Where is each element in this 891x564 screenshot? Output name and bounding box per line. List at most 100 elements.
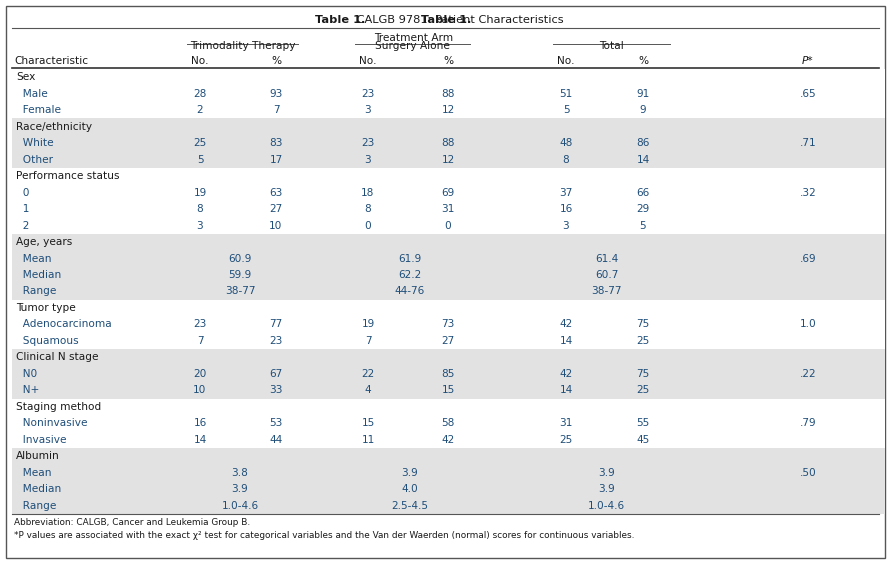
- Bar: [12, 349, 885, 365]
- Text: 88: 88: [441, 89, 454, 99]
- Text: Tumor type: Tumor type: [16, 303, 76, 313]
- Text: 12: 12: [441, 105, 454, 115]
- Text: 3: 3: [197, 221, 203, 231]
- Text: 7: 7: [364, 336, 372, 346]
- Text: Median: Median: [16, 270, 61, 280]
- Text: 25: 25: [193, 138, 207, 148]
- Text: Staging method: Staging method: [16, 402, 102, 412]
- Text: Abbreviation: CALGB, Cancer and Leukemia Group B.: Abbreviation: CALGB, Cancer and Leukemia…: [14, 518, 250, 527]
- Text: 1.0-4.6: 1.0-4.6: [588, 501, 625, 511]
- Text: 20: 20: [193, 369, 207, 379]
- Text: 75: 75: [636, 319, 650, 329]
- Text: 58: 58: [441, 418, 454, 428]
- Text: 1.0-4.6: 1.0-4.6: [222, 501, 258, 511]
- Text: 5: 5: [640, 221, 646, 231]
- Text: *P values are associated with the exact χ² test for categorical variables and th: *P values are associated with the exact …: [14, 531, 634, 540]
- Text: Table 1.: Table 1.: [315, 15, 365, 25]
- Text: 19: 19: [362, 319, 374, 329]
- Bar: [12, 135, 885, 151]
- Text: 88: 88: [441, 138, 454, 148]
- Text: Noninvasive: Noninvasive: [16, 418, 87, 428]
- Text: 62.2: 62.2: [398, 270, 421, 280]
- Text: 15: 15: [362, 418, 374, 428]
- Text: 5: 5: [197, 155, 203, 165]
- Text: 38-77: 38-77: [225, 287, 255, 297]
- Text: Total: Total: [599, 41, 624, 51]
- Text: Range: Range: [16, 501, 56, 511]
- Text: 8: 8: [562, 155, 569, 165]
- Text: 3.9: 3.9: [232, 484, 249, 494]
- Bar: [12, 481, 885, 497]
- Text: .22: .22: [800, 369, 816, 379]
- Text: No.: No.: [192, 56, 208, 66]
- Bar: [12, 184, 885, 201]
- Bar: [12, 316, 885, 333]
- Text: 2: 2: [16, 221, 29, 231]
- Text: 14: 14: [636, 155, 650, 165]
- Text: .71: .71: [800, 138, 816, 148]
- Text: 61.9: 61.9: [398, 254, 421, 263]
- Text: CALGB 9781: Patient Characteristics: CALGB 9781: Patient Characteristics: [353, 15, 564, 25]
- Text: 44-76: 44-76: [395, 287, 425, 297]
- Text: 25: 25: [560, 435, 573, 445]
- Text: 8: 8: [197, 204, 203, 214]
- Text: 1.0: 1.0: [799, 319, 816, 329]
- Text: Performance status: Performance status: [16, 171, 119, 181]
- Text: 17: 17: [269, 155, 282, 165]
- Bar: [12, 415, 885, 431]
- Text: 69: 69: [441, 188, 454, 197]
- Text: Female: Female: [16, 105, 61, 115]
- Text: 10: 10: [269, 221, 282, 231]
- Text: 16: 16: [560, 204, 573, 214]
- Text: .50: .50: [799, 468, 816, 478]
- Text: 23: 23: [362, 89, 375, 99]
- Text: Range: Range: [16, 287, 56, 297]
- Text: 0: 0: [16, 188, 29, 197]
- Bar: [12, 431, 885, 448]
- Text: Male: Male: [16, 89, 48, 99]
- Text: 28: 28: [193, 89, 207, 99]
- Bar: [12, 448, 885, 465]
- Bar: [12, 118, 885, 135]
- Text: 31: 31: [560, 418, 573, 428]
- Text: 42: 42: [560, 319, 573, 329]
- Text: 3: 3: [562, 221, 569, 231]
- Text: 42: 42: [560, 369, 573, 379]
- Text: .32: .32: [799, 188, 816, 197]
- Text: 91: 91: [636, 89, 650, 99]
- Text: 23: 23: [269, 336, 282, 346]
- Text: Albumin: Albumin: [16, 451, 60, 461]
- Text: P*: P*: [802, 56, 813, 66]
- Bar: [12, 333, 885, 349]
- Text: 16: 16: [193, 418, 207, 428]
- Text: 9: 9: [640, 105, 646, 115]
- Text: 11: 11: [362, 435, 374, 445]
- Text: 93: 93: [269, 89, 282, 99]
- Bar: [12, 283, 885, 299]
- Text: N+: N+: [16, 385, 39, 395]
- Text: .79: .79: [800, 418, 816, 428]
- Text: 75: 75: [636, 369, 650, 379]
- Text: No.: No.: [359, 56, 377, 66]
- Text: Age, years: Age, years: [16, 237, 72, 247]
- Text: 31: 31: [441, 204, 454, 214]
- Text: 3.9: 3.9: [598, 468, 615, 478]
- Text: Treatment Arm: Treatment Arm: [374, 33, 453, 43]
- Text: .65: .65: [800, 89, 816, 99]
- Text: White: White: [16, 138, 53, 148]
- Bar: [12, 299, 885, 316]
- Text: 85: 85: [441, 369, 454, 379]
- Text: Invasive: Invasive: [16, 435, 67, 445]
- Bar: [12, 69, 885, 86]
- Text: 60.7: 60.7: [595, 270, 618, 280]
- Text: 55: 55: [636, 418, 650, 428]
- Text: %: %: [638, 56, 648, 66]
- Text: 19: 19: [193, 188, 207, 197]
- Bar: [12, 399, 885, 415]
- Text: 5: 5: [563, 105, 569, 115]
- Text: Sex: Sex: [16, 72, 36, 82]
- Text: 66: 66: [636, 188, 650, 197]
- Text: 63: 63: [269, 188, 282, 197]
- Text: Race/ethnicity: Race/ethnicity: [16, 122, 92, 131]
- Text: 14: 14: [560, 385, 573, 395]
